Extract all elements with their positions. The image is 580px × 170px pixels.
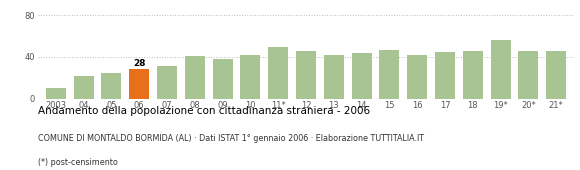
Bar — [240, 55, 260, 99]
Bar — [268, 47, 288, 99]
Bar — [351, 53, 372, 99]
Bar — [519, 51, 538, 99]
Text: COMUNE DI MONTALDO BORMIDA (AL) · Dati ISTAT 1° gennaio 2006 · Elaborazione TUTT: COMUNE DI MONTALDO BORMIDA (AL) · Dati I… — [38, 134, 424, 143]
Bar — [296, 51, 316, 99]
Bar — [435, 52, 455, 99]
Bar — [157, 66, 177, 99]
Bar — [212, 59, 233, 99]
Text: Andamento della popolazione con cittadinanza straniera - 2006: Andamento della popolazione con cittadin… — [38, 106, 370, 116]
Text: (*) post-censimento: (*) post-censimento — [38, 158, 118, 167]
Bar — [46, 88, 66, 99]
Text: 28: 28 — [133, 59, 146, 68]
Bar — [74, 76, 93, 99]
Bar — [102, 73, 121, 99]
Bar — [463, 51, 483, 99]
Bar — [324, 55, 344, 99]
Bar — [407, 55, 427, 99]
Bar — [379, 50, 400, 99]
Bar — [491, 40, 510, 99]
Bar — [129, 69, 149, 99]
Bar — [546, 51, 566, 99]
Bar — [185, 56, 205, 99]
